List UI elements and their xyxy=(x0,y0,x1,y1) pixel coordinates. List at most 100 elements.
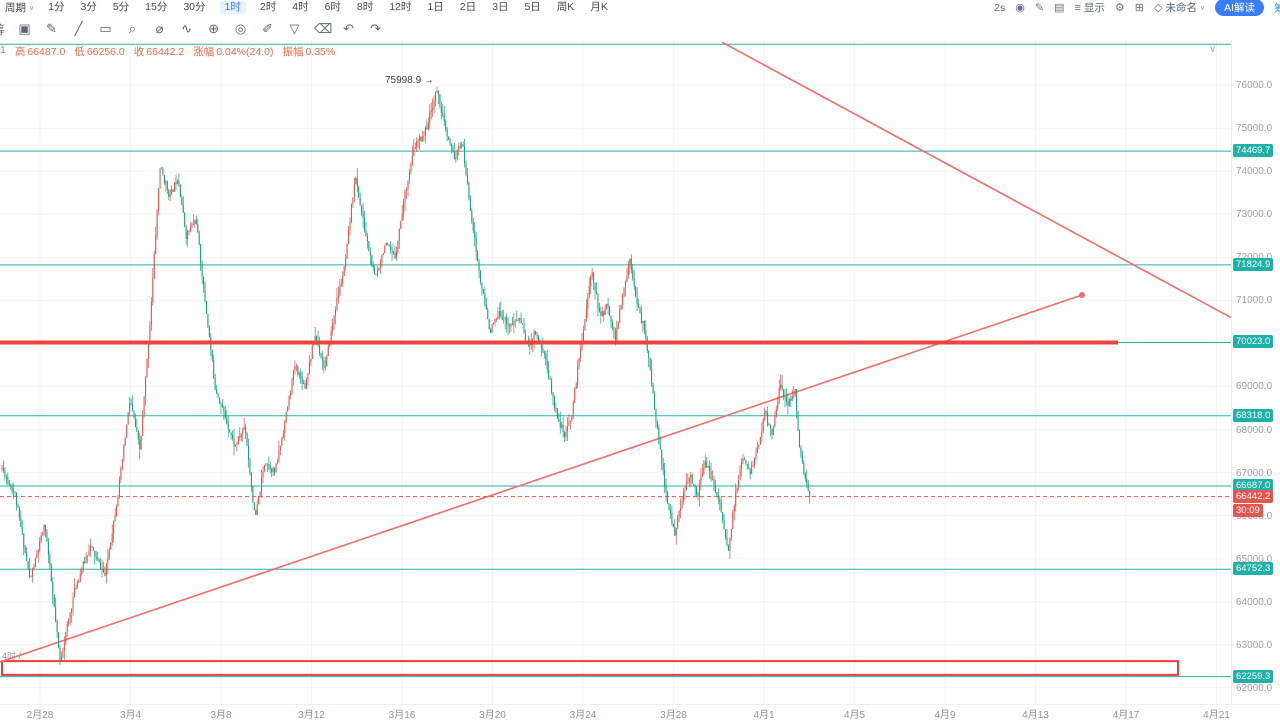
timeframe-15min[interactable]: 15分 xyxy=(145,1,168,13)
price-axis-tick: 72000.0 xyxy=(1236,252,1272,263)
redo-icon[interactable]: ↷ xyxy=(370,21,381,36)
candle-series xyxy=(1,86,811,665)
refresh-interval[interactable]: 2s xyxy=(994,1,1006,14)
template-dropdown[interactable]: ◇ 未命名 ∨ xyxy=(1154,0,1205,15)
edit-pencil-icon[interactable]: ✎ xyxy=(1034,2,1045,14)
copy-tool-icon[interactable]: ▣ xyxy=(18,21,31,36)
timeframe-1h-selected[interactable]: 1时 xyxy=(219,1,246,14)
timeframe-1d[interactable]: 1日 xyxy=(427,1,444,13)
level-price-label: 74469.7 xyxy=(1233,144,1274,158)
level-price-label: 71824.9 xyxy=(1233,257,1274,271)
undo-icon[interactable]: ↶ xyxy=(343,21,354,36)
crosshair-tool-icon[interactable]: ⊕ xyxy=(208,21,219,36)
circle-tool-icon[interactable]: ⌀ xyxy=(155,21,164,36)
wave-tool-icon[interactable]: ∿ xyxy=(181,21,192,36)
target-tool-icon[interactable]: ◎ xyxy=(234,21,247,36)
drawing-annotation-label: 4时 / xyxy=(2,651,22,661)
template-name: 未命名 xyxy=(1165,2,1197,14)
candle-countdown: 30:09 xyxy=(1233,503,1263,517)
diamond-icon: ◇ xyxy=(1153,2,1163,14)
filter-tool-icon[interactable]: ▽ xyxy=(289,21,300,36)
price-axis-tick: 65000.0 xyxy=(1236,553,1273,565)
time-axis-tick: 4月17 xyxy=(1112,710,1140,720)
time-axis-tick: 3月12 xyxy=(298,710,325,720)
current-price-label: 66442.2 xyxy=(1233,489,1274,503)
ohlc-clipped-open: 1 xyxy=(0,44,6,56)
timeframe-5d[interactable]: 5日 xyxy=(524,1,541,13)
timeframe-2d[interactable]: 2日 xyxy=(459,1,477,13)
timeframe-1mo[interactable]: 月K xyxy=(590,1,608,13)
time-axis-tick: 3月8 xyxy=(210,710,232,720)
settings-gear-icon[interactable]: ⚙ xyxy=(1114,2,1125,14)
timeframe-1w[interactable]: 周K xyxy=(556,1,575,13)
pencil-tool-icon[interactable]: ✎ xyxy=(46,21,57,36)
timeframe-12h[interactable]: 12时 xyxy=(389,1,412,13)
price-axis-tick: 67000.0 xyxy=(1236,467,1273,479)
display-label: 显示 xyxy=(1083,2,1105,14)
timeframe-6h[interactable]: 6时 xyxy=(324,1,341,13)
ohlc-low: 低 66256.0 xyxy=(74,46,125,58)
time-axis-tick: 3月4 xyxy=(119,710,142,720)
time-axis-tick: 4月9 xyxy=(934,710,956,720)
level-price-label: 70023.0 xyxy=(1233,335,1274,349)
list-icon: ≡ xyxy=(1074,1,1081,14)
trendline-drawings[interactable] xyxy=(0,41,1232,663)
clipped-right-item[interactable]: 筹 xyxy=(1274,2,1280,15)
toolbar-right-group: 2s ◉ ✎ ▤ ≡ 显示 ⚙ ⊞ ◇ 未命名 ∨ AI解读 筹 xyxy=(994,0,1280,16)
ohlc-amplitude: 振幅 0.35% xyxy=(282,46,336,58)
timeframe-3min[interactable]: 3分 xyxy=(80,1,97,13)
price-axis-tick: 73000.0 xyxy=(1236,209,1273,221)
display-button[interactable]: ≡ 显示 xyxy=(1074,0,1104,15)
chevron-down-icon: ∨ xyxy=(29,4,35,12)
svg-text:75998.9 →: 75998.9 → xyxy=(385,75,434,86)
zoom-tool-icon[interactable]: ⌕ xyxy=(128,21,137,36)
camera-icon[interactable]: ◉ xyxy=(1015,2,1025,14)
peak-price-label: 75998.9 → xyxy=(385,75,434,86)
note-icon[interactable]: ▤ xyxy=(1054,2,1065,14)
price-axis-tick: 76000.0 xyxy=(1236,80,1273,92)
gridlines xyxy=(0,40,1232,705)
collapse-panel-icon[interactable]: ∨ xyxy=(1209,44,1216,54)
time-axis[interactable]: 2月28 3月4 3月8 3月12 3月16 3月20 3月24 3月28 4月1 4月5 4月9 4… xyxy=(0,704,1280,720)
price-axis-tick: 69000.0 xyxy=(1236,381,1273,393)
ai-analysis-button[interactable]: AI解读 xyxy=(1215,0,1264,16)
ohlc-change: 涨幅 0.04%(24.0) xyxy=(193,46,274,58)
chevron-down-icon: ∨ xyxy=(1199,4,1206,12)
period-dropdown[interactable]: 周期 ∨ xyxy=(5,0,34,15)
ohlc-high: 高 66487.0 xyxy=(14,46,66,58)
price-axis-tick: 68000.0 xyxy=(1236,424,1273,436)
brush-tool-icon[interactable]: ✐ xyxy=(262,21,273,36)
ohlc-close: 收 66442.2 xyxy=(133,46,185,58)
time-axis-tick: 4月5 xyxy=(843,710,866,720)
time-axis-tick: 3月24 xyxy=(569,710,597,720)
level-price-label: 68318.0 xyxy=(1233,408,1274,422)
timeframe-30min[interactable]: 30分 xyxy=(183,1,206,13)
drawing-toolbar: 筹 ▣ ✎ ╱ ▭ ⌕ ⌀ ∿ ⊕ ◎ ✐ ▽ ⌫ ↶ ↷ xyxy=(0,17,383,41)
time-axis-tick: 3月20 xyxy=(479,710,506,720)
ohlc-readout: 1 高 66487.0 低 66256.0 收 66442.2 涨幅 0.04%(24.… xyxy=(0,44,335,59)
price-axis-tick: 63000.0 xyxy=(1236,639,1273,651)
timeframe-4h[interactable]: 4时 xyxy=(292,1,309,13)
timeframe-5min[interactable]: 5分 xyxy=(112,1,130,13)
price-axis-tick: 74000.0 xyxy=(1236,166,1273,178)
timeframe-8h[interactable]: 8时 xyxy=(356,1,374,13)
candlestick-chart[interactable]: 75998.9 → xyxy=(0,0,1232,720)
price-axis-tick: 75000.0 xyxy=(1236,123,1273,135)
timeframe-1min[interactable]: 1分 xyxy=(48,1,65,13)
period-label: 周期 xyxy=(5,2,26,14)
trendline-tool-icon[interactable]: ╱ xyxy=(74,21,83,36)
timeframe-2h[interactable]: 2时 xyxy=(259,1,277,13)
price-axis-tick: 71000.0 xyxy=(1236,295,1273,307)
clipped-left-item[interactable]: 筹 xyxy=(0,21,5,38)
timeframe-3d[interactable]: 3日 xyxy=(492,1,509,13)
time-axis-tick: 3月16 xyxy=(388,710,416,720)
top-toolbar: 周期 ∨ 1分 3分 5分 15分 30分 1时 2时 4时 6时 8时 12时… xyxy=(0,0,1280,16)
level-price-label: 62259.3 xyxy=(1233,669,1274,683)
delete-tool-icon[interactable]: ⌫ xyxy=(314,21,333,36)
price-axis[interactable]: 76000.0 75000.0 74000.0 73000.0 72000.0 71000… xyxy=(1231,40,1280,705)
time-axis-tick: 3月28 xyxy=(660,710,687,720)
horizontal-level-lines[interactable] xyxy=(0,43,1232,678)
rectangle-drawing[interactable] xyxy=(1,660,1179,676)
rectangle-tool-icon[interactable]: ▭ xyxy=(99,21,112,36)
layout-grid-icon[interactable]: ⊞ xyxy=(1134,2,1144,14)
